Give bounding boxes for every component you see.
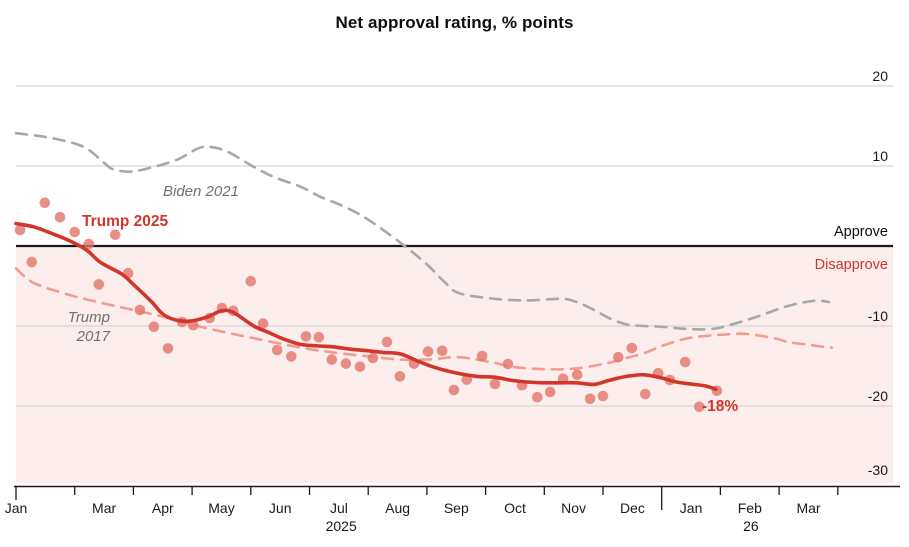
trump-2017-series-label-line1: Trump [68,309,110,326]
trump-2025-weekly-polls-point [394,371,406,382]
trump-2025-weekly-polls-point [134,304,146,316]
trump-2025-weekly-polls-point [489,378,501,390]
approve-zone-label: Approve [834,224,888,240]
trump-2025-line [14,221,718,391]
trump-2025-weekly-polls-point [39,197,51,209]
x-month-label: Sep [444,500,469,516]
y-tick-label: 20 [872,68,888,84]
trump-2025-weekly-polls-point [354,361,366,373]
trump-2025-weekly-polls-point [544,386,556,398]
trump-2025-weekly-polls-point [367,352,379,364]
x-year-label: 26 [743,518,759,534]
trump-2025-weekly-polls-point [148,321,160,333]
trump-2025-weekly-polls-point [640,388,651,400]
trump-2025-weekly-polls-point [422,346,434,357]
x-month-label: Nov [561,500,586,516]
trump-2025-weekly-polls-point [436,345,448,357]
gridlines-group [16,85,893,407]
trump-2025-weekly-polls-point [476,350,488,362]
trump-2025-weekly-polls-point [584,393,596,405]
trump-2025-weekly-polls-point [286,351,297,362]
x-month-label: Dec [620,500,645,516]
x-month-label: Jan [5,500,28,516]
biden-2021-line [14,131,831,331]
x-year-label: 2025 [326,518,357,534]
trump-2025-weekly-polls-point [613,351,624,363]
trump-2025-weekly-polls-point [69,226,80,238]
x-axis-group: Jan Mar Apr May Jun Jul Aug Sep Oct Nov Dec Jan Feb M… [5,485,900,534]
trump-2025-weekly-polls-point [26,256,38,268]
x-month-label: May [208,500,234,516]
x-month-label: Oct [504,500,526,516]
trump-2025-weekly-polls-point [109,229,121,241]
y-tick-label: -30 [868,462,888,478]
trump-2025-weekly-polls-point [300,331,312,342]
trump-2025-series-label: Trump 2025 [82,213,169,230]
trump-2025-weekly-polls-point [694,401,705,413]
latest-value-label: -18% [702,398,738,415]
trump-2025-weekly-polls-point [14,224,26,236]
trump-2017-series-label-line2: 2017 [76,328,111,345]
chart-title: Net approval rating, % points [335,13,574,32]
x-month-label: Aug [385,500,410,516]
disapprove-zone-label: Disapprove [815,257,888,273]
biden-2021-series-label: Biden 2021 [163,183,239,200]
x-month-label: Mar [92,500,116,516]
disapprove-region [16,247,893,483]
trump-2025-weekly-polls-point [448,384,460,396]
trump-2025-weekly-polls-point [626,342,638,354]
x-month-label: Mar [796,500,820,516]
trump-2025-weekly-polls-point [271,344,283,356]
trump-2025-weekly-polls-point [162,343,174,354]
y-tick-label: -20 [868,388,888,404]
trump-2025-weekly-polls-point [532,391,543,403]
trump-2025-weekly-polls-point [326,354,338,365]
trump-2025-weekly-polls-point [93,279,105,290]
y-axis-labels-group: 20 10 -10 -20 -30 [868,68,888,478]
trump-2025-weekly-polls-point [313,331,325,343]
y-tick-label: 10 [872,148,888,164]
trump-2025-weekly-polls-point [679,356,691,368]
trump-2025-weekly-polls-point [571,369,583,381]
trump-2025-weekly-polls-point [340,358,352,369]
trump-2025-weekly-polls-point [381,336,393,348]
disapprove-shaded-region-group [16,247,893,483]
trump-2025-weekly-polls-point [83,238,95,250]
x-month-label: Jul [330,500,348,516]
x-month-label: Apr [152,500,174,516]
annotations-group: Biden 2021 Trump 2025 Trump 2017 Approve… [68,183,888,415]
x-month-label: Jun [269,500,292,516]
x-month-label: Jan [680,500,703,516]
y-tick-label: -10 [868,308,888,324]
trump-2025-weekly-polls-point [245,275,257,287]
data-series-group [14,131,834,413]
trump-2025-weekly-polls-point [502,358,514,370]
trump-2025-weekly-polls-point [54,211,66,223]
trump-2025-weekly-polls-point [597,390,609,402]
trump-2025-weekly-polls-point [257,318,269,329]
x-month-label: Feb [738,500,762,516]
